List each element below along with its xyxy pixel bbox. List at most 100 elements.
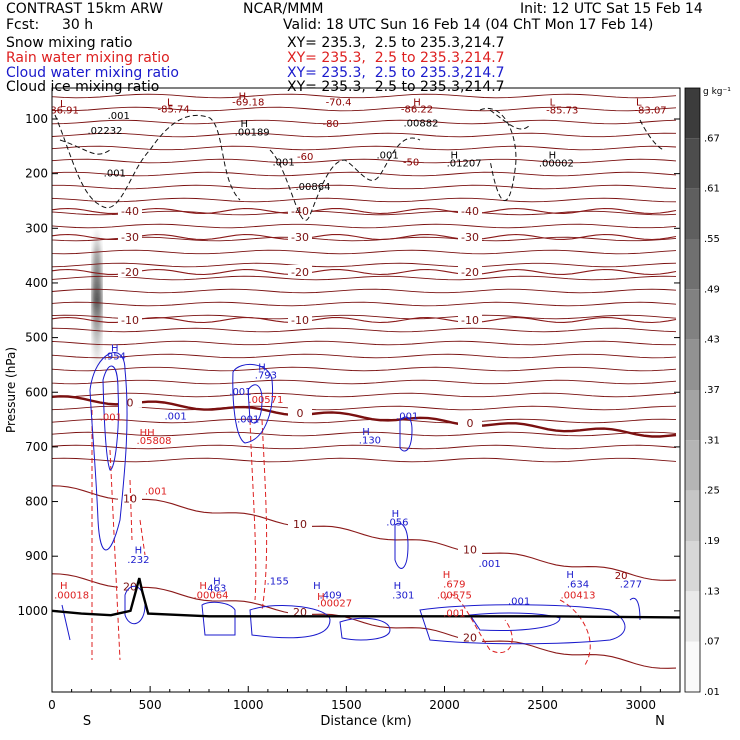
- isotherm-label-bg: [458, 313, 482, 325]
- contour-annotation: .01207: [447, 159, 482, 170]
- isotherm--30: [52, 233, 677, 241]
- isotherm-label: 10: [123, 493, 137, 506]
- colorbar-tick-label: .55: [704, 234, 720, 245]
- cloud-water-contour-line: [419, 604, 626, 645]
- isotherm-line: [52, 93, 677, 99]
- isotherm--40: [52, 207, 677, 215]
- contour-annotation: L: [636, 97, 642, 108]
- plot-frame: [51, 87, 681, 693]
- rain-contour-line: [444, 594, 513, 654]
- contour-annotation: -50: [403, 157, 419, 168]
- contour-annotation: .001: [376, 150, 398, 161]
- contour-annotation: H: [392, 509, 400, 520]
- rain-contour-line: [129, 479, 133, 541]
- colorbar-tick-label: .37: [704, 385, 720, 396]
- x-tick-label: 0: [48, 698, 56, 712]
- isotherm-label-bg: [288, 230, 312, 242]
- isotherm-label-bg: [288, 405, 312, 418]
- isotherm-label: -10: [121, 314, 139, 327]
- contour-annotation: .277: [620, 579, 642, 590]
- isotherm-label-bg: [458, 542, 482, 555]
- contour-annotation: -83.07: [634, 106, 666, 117]
- contour-annotation: .001: [100, 413, 122, 424]
- contour-annotation: H: [443, 570, 451, 581]
- contour-annotation: H: [60, 581, 68, 592]
- contour-annotation: .001: [396, 412, 418, 423]
- contour-annotation: H: [566, 570, 574, 581]
- contour-annotation: .056: [386, 518, 408, 529]
- temperature-contours: -40 -40 -40 -30 -30 -30 -20 -20 -20 -10 -10 -10 0 0 0 1…: [52, 93, 677, 669]
- contour-annotation: .00575: [437, 590, 472, 601]
- cloud-water-contour-line: [399, 416, 413, 452]
- isotherm-label: -30: [121, 231, 139, 244]
- isotherm-label-bg: [118, 395, 142, 408]
- colorbar-tick-label: .25: [704, 486, 720, 497]
- contour-annotation: H: [394, 581, 402, 592]
- model-title: CONTRAST 15km ARW: [6, 1, 164, 17]
- cloud-water-contour-line: [249, 604, 331, 639]
- isotherm-label-bg: [118, 265, 142, 277]
- cloud-water-contour-line: [201, 601, 236, 636]
- cloud-water-contour-line: [232, 364, 274, 444]
- contour-annotation: .05808: [137, 436, 172, 447]
- contour-annotation: H: [362, 427, 370, 438]
- contour-annotation: .00571: [248, 395, 283, 406]
- contour-annotations: L-86.91L-85.74H-69.18 -70.4 H-86.22L-85.73…: [52, 91, 667, 619]
- contour-annotation: H: [241, 119, 249, 130]
- x-tick-label: 2500: [527, 698, 558, 712]
- isotherm-line: [52, 236, 677, 242]
- contour-annotation: H: [451, 150, 459, 161]
- contour-annotation: H: [413, 97, 421, 108]
- isotherm-line: [52, 379, 677, 385]
- cloud-water-contour-line: [394, 522, 409, 569]
- colorbar: .67 .61 .55 .49 .43 .37 .31 .25 .19 .13 .07 .01: [684, 87, 720, 698]
- isotherm-label: 10: [293, 518, 307, 531]
- contour-annotation: .00882: [403, 119, 438, 130]
- contour-annotation: H: [549, 150, 557, 161]
- contour-annotation: .001: [272, 157, 294, 168]
- cloud-water-contour-line: [61, 604, 71, 641]
- rain-contour-line: [261, 419, 268, 611]
- isotherm-label-bg: [288, 265, 312, 277]
- snow-contour-line: [479, 107, 517, 202]
- cloud-water-contour-line: [102, 365, 119, 471]
- isotherm-line: [52, 444, 677, 450]
- contour-annotation: L: [167, 97, 173, 108]
- isotherm-line: [52, 405, 677, 411]
- contour-annotation: .001: [443, 608, 465, 619]
- y-tick-label: 600: [25, 385, 48, 399]
- cloud-ice-shading: [92, 225, 102, 375]
- contour-annotation: H: [135, 545, 143, 556]
- isotherm-label: -30: [461, 231, 479, 244]
- colorbar-cell: [685, 88, 700, 139]
- colorbar-cell: [685, 339, 700, 390]
- colorbar-tick-label: .49: [704, 284, 720, 295]
- contour-annotation: .001: [165, 412, 187, 423]
- valid-time: Valid: 18 UTC Sun 16 Feb 14 (04 ChT Mon …: [283, 17, 654, 33]
- isotherm-10: [52, 485, 677, 581]
- isotherm-line: [52, 392, 677, 398]
- contour-annotation: -86.22: [401, 104, 433, 115]
- snow-contour-line: [639, 119, 666, 151]
- colorbar-cell: [685, 188, 700, 239]
- contour-annotation: .793: [255, 371, 277, 382]
- isotherm-line: [52, 223, 677, 229]
- isotherm-line: [52, 145, 677, 151]
- isotherm-label: -20: [121, 266, 139, 279]
- contour-annotation: -85.74: [158, 104, 190, 115]
- isotherm-line: [52, 457, 677, 463]
- isotherm-label: -40: [121, 205, 139, 218]
- plot-area: -40 -40 -40 -30 -30 -30 -20 -20 -20 -10 -10 -10 0 0 0 1…: [52, 91, 680, 669]
- contour-annotation: .00189: [235, 127, 270, 138]
- isotherm-line: [52, 158, 677, 164]
- isotherm-label: 20: [463, 632, 477, 645]
- contour-annotation: .409: [320, 590, 342, 601]
- colorbar-frame: [684, 87, 701, 693]
- org-label: NCAR/MMM: [243, 1, 324, 17]
- isotherm-20: [52, 573, 677, 669]
- colorbar-cell: [685, 591, 700, 642]
- contour-annotation: .00864: [296, 182, 331, 193]
- isotherm-label: -40: [461, 205, 479, 218]
- x-axis-label: Distance (km): [320, 714, 411, 729]
